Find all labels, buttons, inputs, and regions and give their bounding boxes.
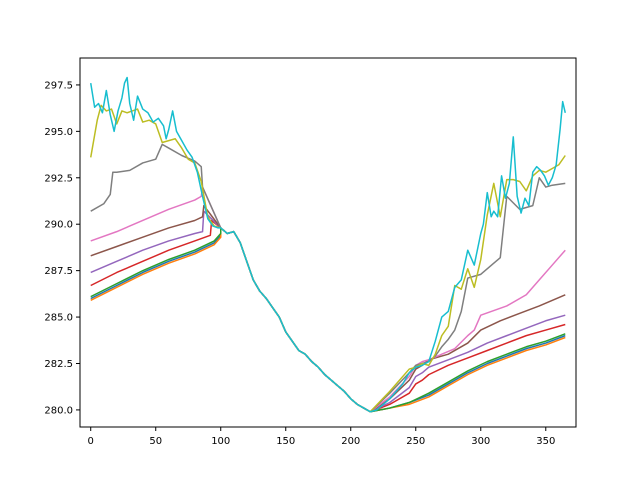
y-axis: 280.0 282.5 285.0 287.5 290.0 292.5 295.0 297.5 xyxy=(44,80,80,416)
y-tick-label: 285.0 xyxy=(44,313,73,324)
x-tick-label: 300 xyxy=(471,436,490,447)
x-tick-label: 200 xyxy=(341,436,360,447)
x-tick-label: 100 xyxy=(211,436,230,447)
x-axis: 0 50 100 150 200 250 300 350 xyxy=(88,427,555,447)
y-tick-label: 290.0 xyxy=(44,220,73,231)
x-tick-label: 50 xyxy=(149,436,162,447)
y-tick-label: 297.5 xyxy=(44,80,73,91)
y-tick-label: 280.0 xyxy=(44,405,73,416)
x-tick-label: 150 xyxy=(276,436,295,447)
series-layer xyxy=(89,76,567,413)
y-tick-label: 295.0 xyxy=(44,127,73,138)
series-line-10 xyxy=(89,76,567,413)
x-tick-label: 250 xyxy=(406,436,425,447)
y-tick-label: 292.5 xyxy=(44,173,73,184)
x-tick-label: 0 xyxy=(88,436,94,447)
x-tick-label: 350 xyxy=(536,436,555,447)
y-tick-label: 282.5 xyxy=(44,359,73,370)
y-tick-label: 287.5 xyxy=(44,266,73,277)
plot-frame xyxy=(79,57,577,428)
